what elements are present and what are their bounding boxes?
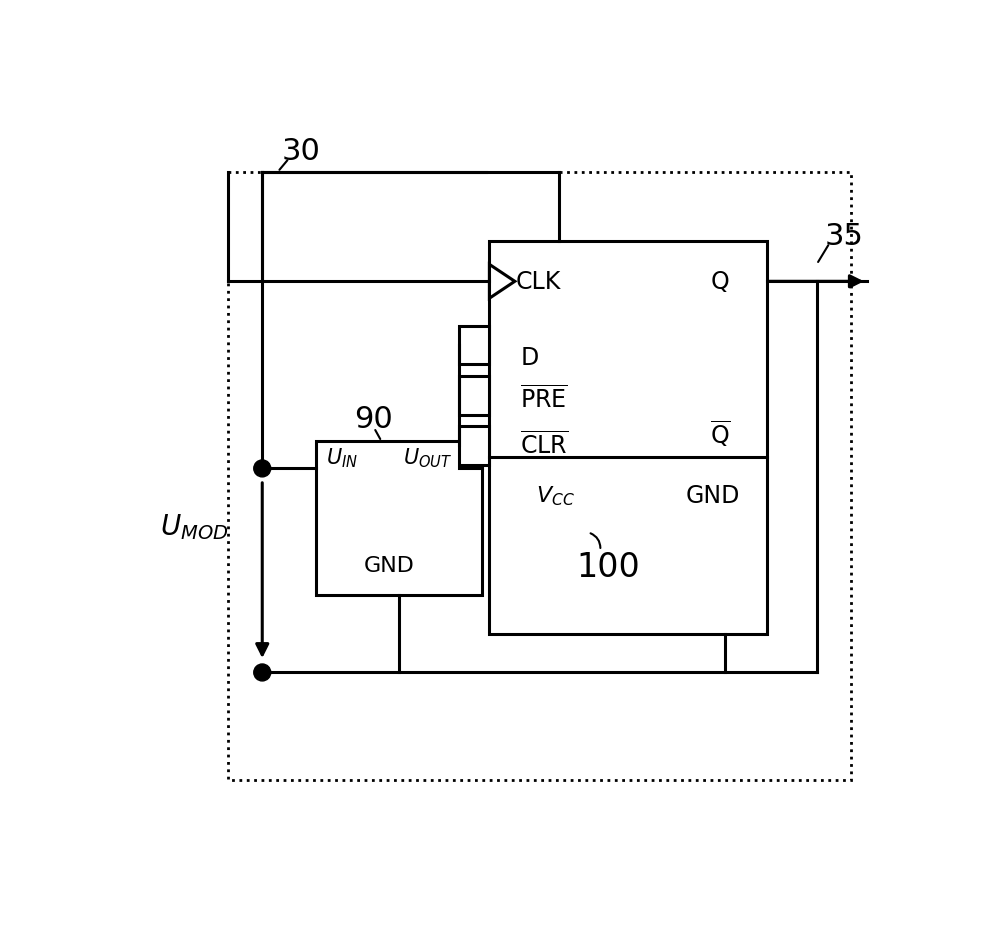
Text: $\overline{\mathrm{PRE}}$: $\overline{\mathrm{PRE}}$ — [520, 387, 568, 413]
Text: $U_{MOD}$: $U_{MOD}$ — [160, 512, 228, 541]
Text: Q: Q — [711, 270, 730, 294]
Text: $U_{IN}$: $U_{IN}$ — [326, 446, 358, 469]
Bar — [459, 326, 489, 365]
Text: GND: GND — [686, 484, 740, 508]
Bar — [489, 242, 767, 634]
Text: $\overline{\mathrm{CLR}}$: $\overline{\mathrm{CLR}}$ — [520, 432, 568, 460]
Text: 30: 30 — [281, 137, 320, 166]
Text: CLK: CLK — [516, 270, 561, 294]
Text: $U_{OUT}$: $U_{OUT}$ — [403, 446, 453, 469]
Text: 100: 100 — [577, 550, 641, 583]
Text: 90: 90 — [355, 404, 393, 434]
Bar — [459, 376, 489, 415]
Text: $V_{CC}$: $V_{CC}$ — [536, 484, 574, 508]
Text: $\overline{\mathrm{Q}}$: $\overline{\mathrm{Q}}$ — [710, 419, 731, 450]
Bar — [228, 172, 851, 781]
Text: GND: GND — [364, 555, 415, 575]
Bar — [459, 426, 489, 465]
Bar — [316, 442, 482, 596]
Circle shape — [254, 461, 271, 477]
Circle shape — [254, 665, 271, 681]
Text: 35: 35 — [824, 222, 863, 250]
Text: D: D — [520, 346, 538, 369]
